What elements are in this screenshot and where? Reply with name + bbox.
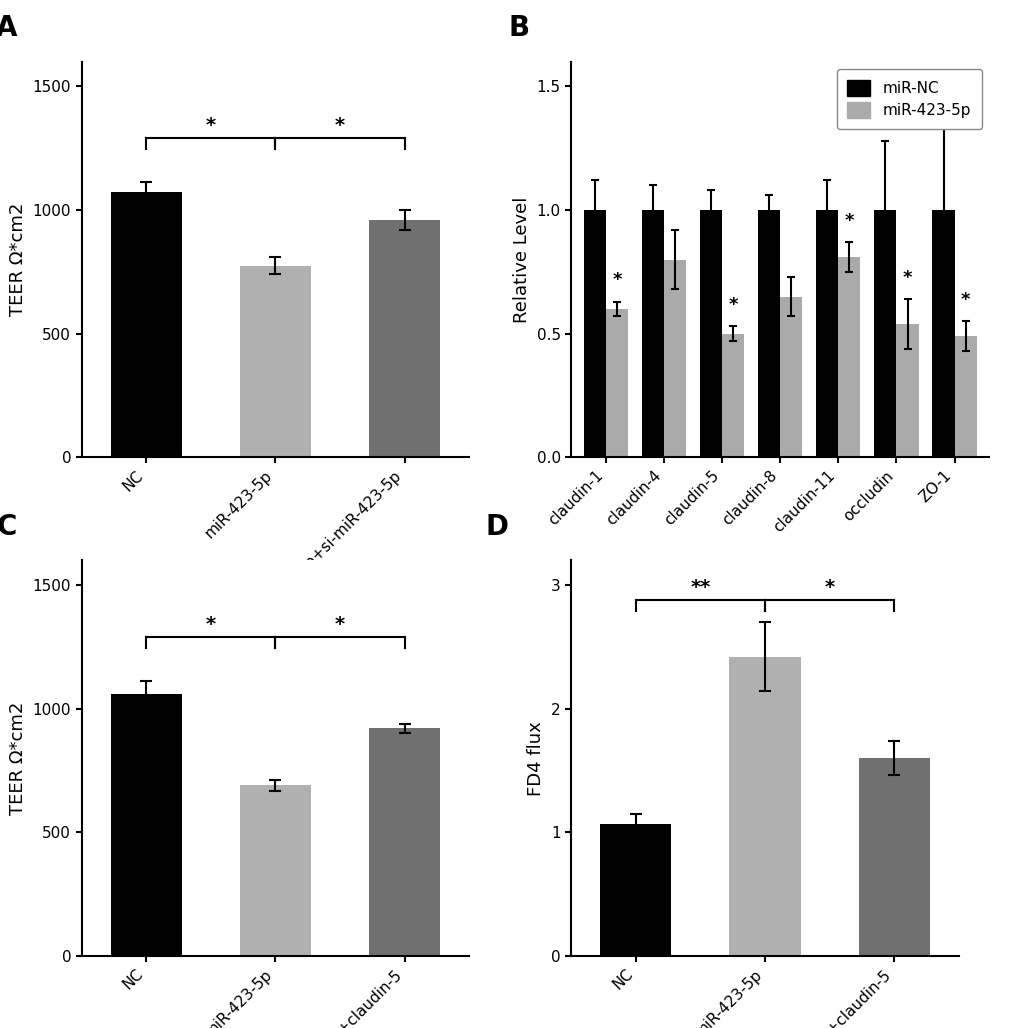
Text: *: * — [206, 116, 216, 136]
Bar — [584, 210, 605, 457]
Bar — [954, 336, 975, 457]
Bar — [605, 309, 628, 457]
Bar — [239, 785, 311, 956]
Bar — [369, 729, 440, 956]
Bar — [757, 210, 780, 457]
Bar — [780, 297, 802, 457]
Bar — [641, 210, 663, 457]
Text: *: * — [334, 615, 344, 634]
Bar — [873, 210, 896, 457]
Text: C: C — [0, 513, 16, 541]
Y-axis label: TEER Ω*cm2: TEER Ω*cm2 — [9, 701, 28, 815]
Bar — [896, 324, 918, 457]
Bar — [699, 210, 721, 457]
Bar — [931, 210, 954, 457]
Text: *: * — [611, 271, 622, 289]
Text: *: * — [902, 268, 911, 287]
Text: B: B — [508, 14, 529, 42]
Text: D: D — [485, 513, 508, 541]
Text: *: * — [728, 296, 738, 314]
Bar — [239, 266, 311, 457]
Bar — [729, 657, 800, 956]
Bar — [111, 694, 181, 956]
Bar — [369, 220, 440, 457]
Text: *: * — [334, 116, 344, 136]
Y-axis label: FD4 flux: FD4 flux — [527, 721, 545, 796]
Bar — [838, 257, 860, 457]
Y-axis label: Relative Level: Relative Level — [513, 196, 531, 323]
Text: *: * — [844, 212, 853, 230]
Text: *: * — [823, 578, 834, 596]
Text: **: ** — [690, 578, 710, 596]
Bar — [111, 191, 181, 457]
Bar — [600, 823, 671, 956]
Text: A: A — [0, 14, 17, 42]
Bar — [721, 334, 744, 457]
Bar — [663, 259, 686, 457]
Legend: miR-NC, miR-423-5p: miR-NC, miR-423-5p — [836, 69, 981, 128]
Bar — [815, 210, 838, 457]
Text: *: * — [206, 615, 216, 634]
Bar — [858, 759, 929, 956]
Text: *: * — [960, 291, 969, 309]
Y-axis label: TEER Ω*cm2: TEER Ω*cm2 — [9, 203, 28, 317]
